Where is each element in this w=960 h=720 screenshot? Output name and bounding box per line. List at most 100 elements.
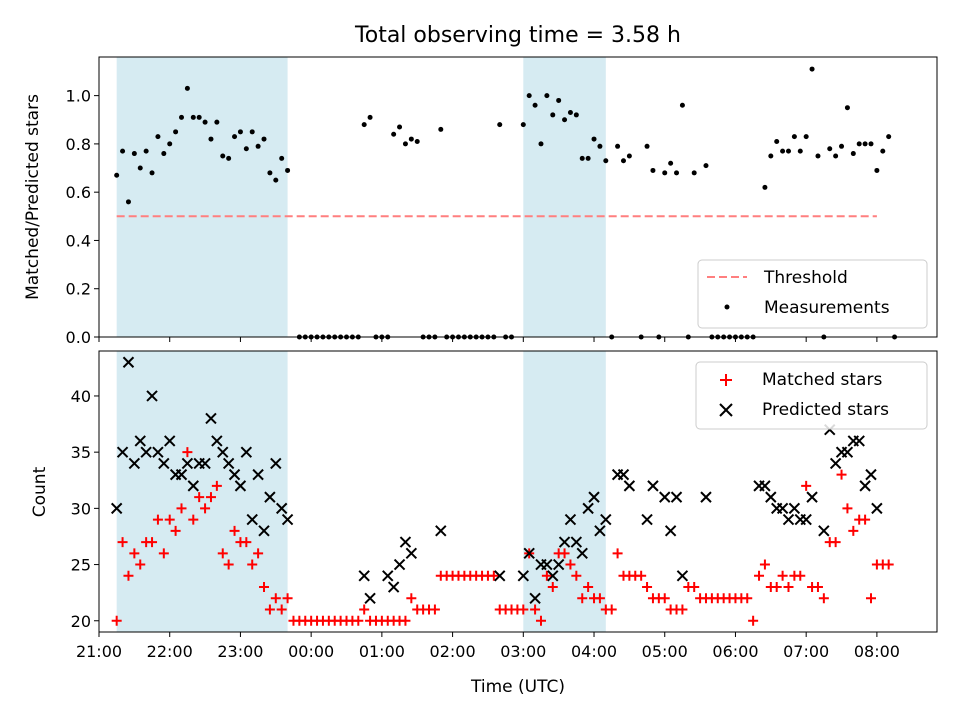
predicted-point (405, 547, 418, 560)
matched-point (594, 593, 605, 604)
matched-point (541, 570, 552, 581)
measurement-point (620, 158, 626, 164)
measurement-point (868, 141, 874, 147)
measurement-point (597, 143, 603, 149)
matched-point (636, 570, 647, 581)
measurement-point (179, 114, 185, 120)
measurement-point (809, 66, 815, 72)
measurement-point (662, 170, 668, 176)
predicted-point (217, 446, 229, 458)
matched-point (223, 559, 234, 570)
measurement-point (267, 170, 273, 176)
matched-point (842, 503, 853, 514)
measurement-point (839, 143, 845, 149)
measurements-legend-marker (724, 304, 730, 310)
y-tick-label: 35 (71, 443, 91, 462)
predicted-point (234, 480, 247, 492)
measurement-point (768, 153, 774, 159)
measurement-point (567, 110, 573, 116)
measurement-point (249, 129, 255, 135)
predicted-point (122, 356, 135, 368)
y-tick-label: 40 (71, 387, 91, 406)
x-tick-label: 00:00 (288, 642, 334, 661)
matched-point (259, 582, 270, 593)
measurement-point (856, 141, 862, 147)
predicted-point (588, 491, 600, 503)
matched-stars-series (111, 447, 894, 626)
matched-point (659, 593, 670, 604)
predicted-point (364, 592, 376, 604)
matched-point (612, 548, 623, 559)
matched-point (830, 537, 841, 548)
x-tick-label: 22:00 (147, 642, 193, 661)
x-tick-label: 03:00 (500, 642, 546, 661)
matched-point (205, 492, 216, 503)
y-tick-label: 25 (71, 556, 91, 575)
predicted-point (871, 502, 883, 515)
measurement-point (691, 170, 697, 176)
top-y-axis-label: Matched/Predicted stars (23, 94, 43, 300)
measurement-point (137, 165, 143, 171)
predicted-point (158, 457, 170, 470)
bottom-legend: Matched stars Predicted stars (695, 361, 928, 430)
measurement-point (184, 85, 190, 91)
predicted-point (146, 390, 158, 402)
measurement-point (414, 138, 420, 144)
matched-point (147, 537, 158, 548)
y-tick-label: 0.8 (66, 135, 91, 154)
measurement-point (255, 143, 261, 149)
matched-point (176, 503, 187, 514)
measurement-point (668, 160, 674, 166)
predicted-legend-label: Predicted stars (762, 400, 889, 420)
observing-interval-1 (116, 57, 288, 337)
measurement-point (167, 141, 173, 147)
measurement-point (402, 141, 408, 147)
predicted-point (570, 536, 583, 548)
predicted-point (205, 412, 217, 425)
measurement-point (827, 146, 833, 152)
matched-point (270, 593, 281, 604)
matched-point (247, 559, 258, 570)
predicted-point (582, 502, 594, 515)
bottom-axes-frame (98, 350, 938, 633)
matched-point (229, 525, 240, 536)
matched-point (359, 604, 370, 615)
matched-point (865, 593, 876, 604)
predicted-point (523, 547, 535, 560)
measurement-point (644, 143, 650, 149)
predicted-point (865, 468, 877, 481)
matched-point (748, 615, 759, 626)
predicted-point (617, 468, 630, 481)
predicted-point (164, 435, 176, 447)
y-tick-label: 1.0 (66, 87, 91, 106)
measurement-point (774, 138, 780, 144)
measurement-point (573, 112, 579, 118)
predicted-point (399, 536, 412, 548)
x-tick-label: 06:00 (712, 642, 758, 661)
matched-point (400, 615, 411, 626)
matched-point (200, 503, 211, 514)
measurement-point (202, 119, 208, 125)
measurement-point (591, 136, 597, 142)
measurement-point (391, 131, 397, 137)
measurement-point (232, 134, 238, 140)
measurement-point (815, 153, 821, 159)
measurement-point (862, 141, 868, 147)
matched-point (211, 480, 222, 491)
predicted-point (252, 468, 264, 481)
predicted-point (382, 570, 394, 582)
predicted-point (116, 446, 129, 458)
matched-point (783, 582, 794, 593)
matched-point (860, 514, 871, 525)
measurement-point (361, 122, 367, 128)
observing-interval-2 (523, 351, 606, 632)
matched-point (353, 615, 364, 626)
matched-point (606, 604, 617, 615)
predicted-point (641, 513, 653, 526)
measurement-point (131, 151, 137, 157)
predicted-point (240, 446, 253, 458)
measurement-point (149, 170, 155, 176)
predicted-point (600, 513, 612, 526)
measurement-point (397, 124, 403, 130)
